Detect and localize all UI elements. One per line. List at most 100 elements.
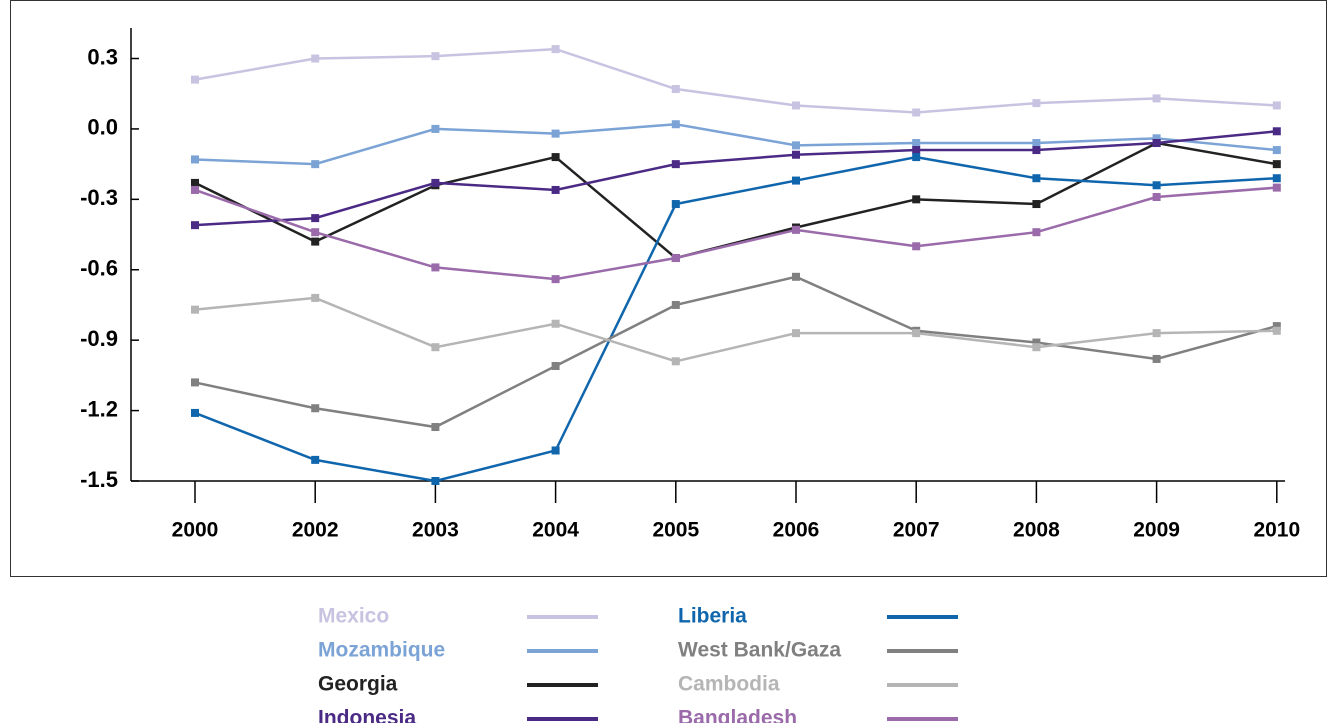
point — [1032, 343, 1041, 352]
legend-label: Liberia — [678, 605, 747, 628]
point — [1032, 146, 1041, 155]
point — [311, 455, 320, 464]
point — [311, 228, 320, 237]
point — [1272, 326, 1281, 335]
x-tick-label: 2000 — [172, 519, 219, 542]
point — [671, 254, 680, 263]
y-tick-label: 0.3 — [87, 44, 118, 69]
series-line — [194, 275, 1278, 429]
point — [551, 319, 560, 328]
point — [191, 155, 199, 164]
point — [191, 221, 199, 230]
point — [311, 237, 320, 246]
point — [671, 120, 680, 129]
point — [912, 242, 921, 251]
point — [1032, 174, 1041, 183]
point — [431, 343, 440, 352]
point — [1272, 127, 1281, 136]
point — [792, 150, 800, 159]
point — [1032, 200, 1041, 209]
point — [1152, 354, 1161, 363]
point — [431, 477, 440, 485]
point — [551, 275, 560, 284]
point — [1152, 329, 1161, 338]
point — [431, 263, 440, 272]
point — [311, 404, 320, 413]
point — [1272, 101, 1281, 110]
point — [311, 293, 320, 302]
series-line — [194, 155, 1277, 483]
legend-label: West Bank/Gaza — [678, 639, 841, 662]
point — [912, 329, 921, 338]
point — [551, 361, 560, 370]
point — [792, 141, 800, 150]
point — [191, 408, 199, 417]
series-line — [194, 296, 1277, 363]
point — [671, 357, 680, 366]
legend-label: Cambodia — [678, 673, 780, 696]
x-tick-label: 2002 — [292, 519, 339, 542]
point — [191, 178, 199, 187]
series-line — [194, 47, 1277, 114]
point — [1152, 94, 1161, 103]
x-tick-label: 2003 — [412, 519, 459, 542]
point — [1152, 139, 1161, 148]
point — [191, 185, 199, 194]
point — [912, 146, 921, 155]
legend-label: Indonesia — [318, 707, 416, 723]
point — [1272, 183, 1281, 192]
series-line — [194, 122, 1277, 166]
y-tick-label: -0.6 — [80, 256, 118, 281]
point — [311, 160, 320, 169]
point — [431, 52, 440, 61]
point — [1152, 181, 1161, 190]
series-line — [194, 186, 1277, 281]
y-tick-label: -1.5 — [80, 467, 118, 492]
chart-frame — [10, 0, 1327, 577]
point — [1152, 192, 1161, 201]
point — [551, 45, 560, 54]
point — [1272, 322, 1281, 331]
x-tick-label: 2010 — [1253, 519, 1300, 542]
point — [912, 139, 921, 148]
point — [191, 75, 199, 84]
point — [912, 108, 921, 117]
point — [792, 329, 800, 338]
point — [671, 300, 680, 309]
point — [792, 225, 800, 234]
x-tick-label: 2007 — [893, 519, 940, 542]
x-tick-label: 2008 — [1013, 519, 1060, 542]
point — [551, 185, 560, 194]
point — [431, 178, 440, 187]
point — [671, 85, 680, 94]
point — [1032, 139, 1041, 148]
y-tick-label: -1.2 — [80, 396, 118, 421]
point — [792, 176, 800, 185]
point — [671, 200, 680, 209]
legend-label: Mozambique — [318, 639, 445, 662]
point — [792, 101, 800, 110]
point — [912, 195, 921, 204]
y-tick-label: -0.3 — [80, 185, 118, 210]
point — [431, 124, 440, 133]
legend-label: Bangladesh — [678, 707, 797, 723]
point — [431, 423, 440, 432]
point — [792, 272, 800, 281]
series-line — [194, 130, 1277, 227]
point — [671, 160, 680, 169]
point — [1272, 174, 1281, 183]
point — [1272, 146, 1281, 155]
x-tick-label: 2006 — [773, 519, 820, 542]
point — [551, 446, 560, 455]
y-tick-label: 0.0 — [87, 115, 118, 140]
point — [311, 214, 320, 223]
point — [1272, 160, 1281, 169]
x-tick-label: 2009 — [1133, 519, 1180, 542]
y-tick-label: -0.9 — [80, 326, 118, 351]
point — [191, 305, 199, 314]
point — [1032, 228, 1041, 237]
point — [311, 54, 320, 63]
legend-label: Georgia — [318, 673, 398, 696]
point — [1152, 134, 1161, 143]
point — [191, 378, 199, 387]
